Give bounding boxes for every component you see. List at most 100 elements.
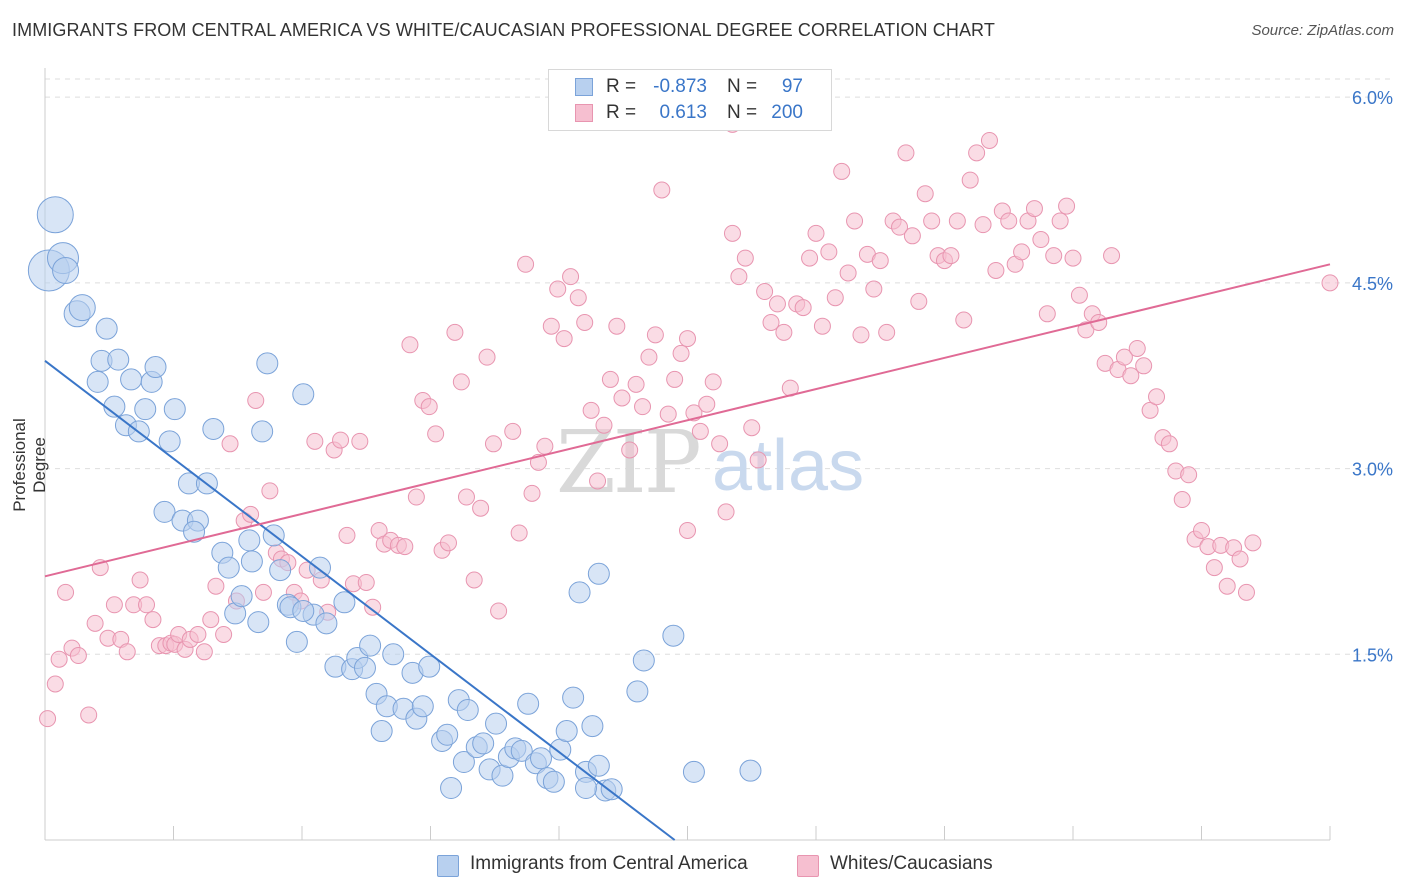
stats-row-whites: R = 0.613 N = 200 [549, 101, 831, 127]
y-tick-label: 1.5% [1352, 645, 1393, 665]
whites-point [465, 571, 483, 589]
whites-point [555, 330, 573, 348]
whites-point [1160, 435, 1178, 453]
whites-point [595, 416, 613, 434]
whites-point [1103, 247, 1121, 265]
whites-point [704, 373, 722, 391]
whites-point [691, 422, 709, 440]
central-america-point [411, 695, 434, 718]
central-america-point [491, 764, 514, 787]
central-america-point [436, 723, 459, 746]
whites-point [105, 596, 123, 614]
legend-central-america: Immigrants from Central America [470, 853, 748, 874]
central-america-point [485, 712, 508, 735]
central-america-point [662, 624, 685, 647]
central-america-point [542, 770, 565, 793]
central-america-point [333, 591, 356, 614]
whites-point [1077, 321, 1095, 339]
whites-point [807, 224, 825, 242]
whites-point [549, 280, 567, 298]
y-tick-label: 4.5% [1352, 274, 1393, 294]
whites-point [961, 171, 979, 189]
central-america-point [86, 370, 109, 393]
whites-point [711, 435, 729, 453]
r-label: R = [606, 102, 637, 123]
whites-point [1032, 231, 1050, 249]
whites-point [871, 252, 889, 270]
central-america-point [120, 368, 143, 391]
y-tick-label: 3.0% [1352, 460, 1393, 480]
whites-point [452, 373, 470, 391]
central-america-point [562, 686, 585, 709]
whites-point [801, 249, 819, 267]
whites-point [1141, 401, 1159, 419]
whites-point [542, 317, 560, 335]
bottom-legend: Immigrants from Central America Whites/C… [0, 850, 1406, 880]
central-america-point [517, 692, 540, 715]
whites-point [878, 323, 896, 341]
central-america-point [292, 599, 315, 622]
central-america-point [510, 739, 533, 762]
whites-point [407, 488, 425, 506]
central-america-point [382, 643, 405, 666]
central-america-point [251, 420, 274, 443]
central-america-point [587, 754, 610, 777]
central-america-point [574, 777, 597, 799]
central-america-point [549, 738, 572, 761]
whites-point [215, 625, 233, 643]
whites-point [50, 650, 68, 668]
whites-point [948, 212, 966, 230]
whites-point [749, 451, 767, 469]
whites-point [768, 295, 786, 313]
whites-point [794, 299, 812, 317]
central-america-point [247, 611, 270, 634]
stats-legend: R = -0.873 N = 97 R = 0.613 N = 200 [548, 69, 832, 131]
whites-point [1237, 583, 1255, 601]
whites-point [472, 499, 490, 517]
whites-point [420, 398, 438, 416]
whites-point [916, 185, 934, 203]
whites-point [510, 524, 528, 542]
watermark-zip: ZIP [556, 413, 699, 513]
whites-point [608, 317, 626, 335]
central-america-point [587, 562, 610, 585]
whites-point [621, 441, 639, 459]
central-america-point [353, 656, 376, 679]
whites-point [490, 602, 508, 620]
whites-point [634, 398, 652, 416]
y-axis-title: Professional Degree [10, 418, 49, 512]
whites-point [582, 401, 600, 419]
n-value: 200 [771, 102, 803, 123]
central-america-point [632, 649, 655, 672]
chart-source: Source: ZipAtlas.com [1251, 22, 1394, 39]
chart-title: IMMIGRANTS FROM CENTRAL AMERICA VS WHITE… [12, 20, 995, 40]
whites-point [736, 249, 754, 267]
whites-point [1122, 367, 1140, 385]
central-america-point [359, 634, 382, 657]
whites-point [446, 323, 464, 341]
whites-point [357, 573, 375, 591]
whites-point [698, 395, 716, 413]
whites-point [968, 144, 986, 162]
central-america-point [568, 581, 591, 604]
whites-point [1218, 577, 1236, 595]
blue-swatch-icon [575, 78, 593, 96]
whites-point [69, 647, 87, 665]
whites-point [261, 482, 279, 500]
whites-point [1013, 243, 1031, 261]
whites-point [955, 311, 973, 329]
whites-point [1025, 200, 1043, 218]
legend-pink-swatch-icon [797, 855, 819, 877]
whites-point [865, 280, 883, 298]
whites-point [980, 131, 998, 149]
central-america-point [183, 520, 206, 543]
whites-point [723, 224, 741, 242]
whites-point [484, 435, 502, 453]
whites-point [562, 268, 580, 286]
whites-point [1244, 534, 1262, 552]
whites-point [221, 435, 239, 453]
whites-point [39, 710, 57, 728]
whites-point [439, 534, 457, 552]
central-america-point [626, 680, 649, 703]
scatter-plot: ZIP atlas 1.5%3.0%4.5%6.0% 0.0%100.0% [27, 68, 1395, 841]
